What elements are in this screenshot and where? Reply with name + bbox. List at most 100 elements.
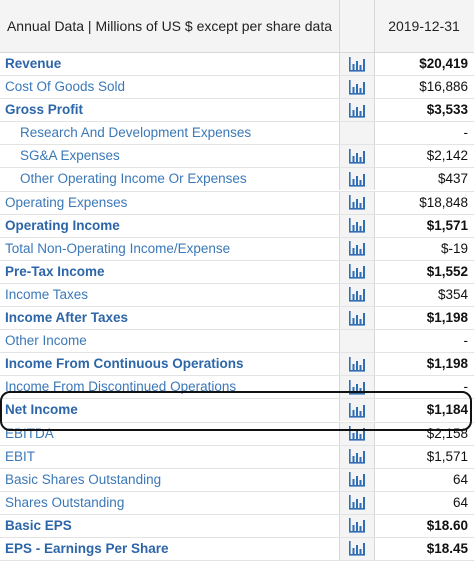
row-label[interactable]: Total Non-Operating Income/Expense (5, 240, 231, 256)
header-chart-column (339, 0, 375, 52)
bar-chart-icon[interactable] (348, 195, 366, 210)
bar-chart-icon[interactable] (348, 102, 366, 118)
row-label[interactable]: Income From Continuous Operations (5, 356, 244, 372)
bar-chart-icon[interactable] (348, 79, 366, 95)
row-chart-cell[interactable] (339, 237, 375, 260)
table-row: EBITDA $2,158 (0, 422, 474, 446)
row-value: - (463, 333, 469, 349)
row-label[interactable]: Basic Shares Outstanding (5, 471, 162, 487)
row-chart-cell[interactable] (339, 537, 375, 560)
row-chart-cell[interactable] (339, 260, 375, 283)
row-chart-cell[interactable] (339, 399, 375, 422)
table-row: Research And Development Expenses - (0, 122, 474, 146)
row-chart-cell[interactable] (339, 76, 375, 99)
table-row: Cost Of Goods Sold $16,886 (0, 76, 474, 100)
row-label[interactable]: Other Income (5, 333, 87, 349)
row-value: $18,848 (419, 194, 468, 210)
row-value: $1,184 (426, 402, 468, 418)
bar-chart-icon[interactable] (348, 541, 366, 557)
bar-chart-icon[interactable] (348, 264, 366, 279)
header-date[interactable]: 2019-12-31 (388, 18, 460, 34)
table-row: Income From Discontinued Operations - (0, 376, 474, 400)
row-label[interactable]: EBIT (5, 448, 36, 464)
row-value: $1,571 (426, 448, 468, 464)
table-row: Operating Income $1,571 (0, 214, 474, 238)
bar-chart-icon[interactable] (348, 356, 366, 372)
row-chart-cell[interactable] (339, 283, 375, 306)
bar-chart-icon[interactable] (348, 426, 366, 441)
row-label[interactable]: Pre-Tax Income (5, 263, 105, 279)
row-value: $1,198 (426, 356, 468, 372)
row-value: $16,886 (419, 79, 468, 95)
row-label[interactable]: Cost Of Goods Sold (5, 79, 126, 95)
bar-chart-icon[interactable] (348, 402, 366, 418)
row-value: $18.60 (426, 517, 468, 533)
table-row: SG&A Expenses $2,142 (0, 145, 474, 169)
row-chart-cell[interactable] (339, 376, 375, 399)
row-label[interactable]: Other Operating Income Or Expenses (20, 171, 247, 187)
table-body: Revenue $20,419 Cost Of Goods Sold $16,886 G… (0, 53, 474, 561)
row-chart-cell[interactable] (339, 191, 375, 214)
row-value: - (463, 379, 469, 395)
bar-chart-icon[interactable] (348, 472, 366, 487)
bar-chart-icon[interactable] (348, 241, 366, 256)
table-row: Shares Outstanding 64 (0, 491, 474, 515)
bar-chart-icon[interactable] (348, 310, 366, 326)
row-value: $437 (437, 171, 468, 187)
row-label[interactable]: Gross Profit (5, 102, 84, 118)
row-label[interactable]: Basic EPS (5, 517, 72, 533)
row-chart-cell[interactable] (339, 353, 375, 376)
header-label: Annual Data | Millions of US $ except pe… (6, 18, 333, 34)
row-value: 64 (452, 494, 468, 510)
table-row: Revenue $20,419 (0, 53, 474, 77)
row-chart-cell[interactable] (339, 422, 375, 445)
bar-chart-icon[interactable] (348, 56, 366, 72)
bar-chart-icon[interactable] (348, 287, 366, 303)
row-label[interactable]: Income From Discontinued Operations (5, 379, 237, 395)
row-value: $20,419 (419, 56, 468, 71)
row-label[interactable]: Operating Expenses (5, 194, 128, 210)
table-row: EBIT $1,571 (0, 445, 474, 469)
row-label[interactable]: Operating Income (5, 217, 120, 233)
row-label[interactable]: Income Taxes (5, 286, 89, 302)
row-chart-cell[interactable] (339, 53, 375, 75)
row-chart-cell[interactable] (339, 468, 375, 491)
row-chart-cell[interactable] (339, 168, 375, 191)
table-row: EPS - Earnings Per Share $18.45 (0, 537, 474, 561)
table-row: Other Operating Income Or Expenses $437 (0, 168, 474, 192)
row-label[interactable]: EPS - Earnings Per Share (5, 540, 169, 556)
row-chart-cell[interactable] (339, 491, 375, 514)
row-label[interactable]: SG&A Expenses (20, 148, 120, 164)
row-value: $18.45 (426, 540, 468, 556)
bar-chart-icon[interactable] (348, 218, 366, 233)
row-chart-cell (339, 330, 375, 353)
table-row: Other Income - (0, 330, 474, 354)
row-label[interactable]: Shares Outstanding (5, 494, 125, 510)
bar-chart-icon[interactable] (348, 148, 366, 164)
row-value: $2,142 (426, 148, 468, 164)
bar-chart-icon[interactable] (348, 495, 366, 510)
row-label[interactable]: Income After Taxes (5, 310, 129, 326)
row-label[interactable]: Net Income (5, 402, 78, 418)
row-chart-cell[interactable] (339, 514, 375, 537)
row-value: $1,198 (426, 310, 468, 326)
row-value: $3,533 (426, 102, 468, 118)
row-label[interactable]: Revenue (5, 56, 62, 71)
table-row: Basic EPS $18.60 (0, 514, 474, 538)
row-chart-cell[interactable] (339, 214, 375, 237)
bar-chart-icon[interactable] (348, 171, 366, 187)
row-label[interactable]: EBITDA (5, 425, 54, 441)
row-label[interactable]: Research And Development Expenses (20, 125, 252, 141)
row-chart-cell (339, 122, 375, 145)
row-value: $354 (437, 286, 468, 302)
table-row: Basic Shares Outstanding 64 (0, 468, 474, 492)
row-chart-cell[interactable] (339, 145, 375, 168)
bar-chart-icon[interactable] (348, 518, 366, 533)
bar-chart-icon[interactable] (348, 449, 366, 464)
bar-chart-icon[interactable] (348, 379, 366, 395)
row-chart-cell[interactable] (339, 307, 375, 330)
table-row: Gross Profit $3,533 (0, 99, 474, 123)
table-row: Operating Expenses $18,848 (0, 191, 474, 215)
row-chart-cell[interactable] (339, 445, 375, 468)
row-chart-cell[interactable] (339, 99, 375, 122)
